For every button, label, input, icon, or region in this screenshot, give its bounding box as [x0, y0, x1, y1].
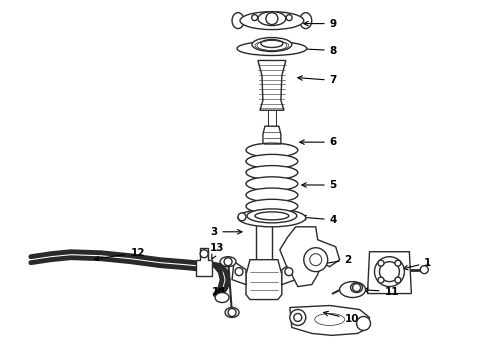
Text: 2: 2: [322, 255, 352, 266]
Circle shape: [290, 310, 306, 325]
Circle shape: [285, 268, 293, 276]
Circle shape: [224, 258, 232, 266]
Ellipse shape: [350, 283, 363, 293]
Ellipse shape: [215, 293, 229, 302]
Circle shape: [420, 266, 428, 274]
Ellipse shape: [246, 199, 298, 213]
Ellipse shape: [225, 307, 239, 318]
Polygon shape: [256, 222, 272, 260]
Ellipse shape: [220, 257, 236, 267]
Text: 6: 6: [300, 137, 337, 147]
Text: 14: 14: [212, 287, 227, 297]
Polygon shape: [246, 260, 282, 300]
Polygon shape: [232, 262, 246, 285]
Text: 12: 12: [95, 248, 145, 261]
Ellipse shape: [240, 12, 304, 30]
Circle shape: [353, 284, 361, 292]
Polygon shape: [290, 306, 369, 336]
Ellipse shape: [237, 41, 307, 55]
Text: 3: 3: [210, 227, 242, 237]
Ellipse shape: [246, 188, 298, 202]
Text: 7: 7: [298, 75, 337, 85]
Text: 10: 10: [323, 311, 359, 324]
Text: 9: 9: [304, 19, 337, 28]
Circle shape: [286, 15, 292, 21]
Ellipse shape: [246, 166, 298, 180]
Circle shape: [395, 277, 401, 283]
Ellipse shape: [374, 257, 404, 287]
Circle shape: [310, 254, 322, 266]
Ellipse shape: [246, 154, 298, 168]
Ellipse shape: [261, 40, 283, 48]
Ellipse shape: [246, 177, 298, 191]
Polygon shape: [258, 60, 286, 110]
Text: 5: 5: [302, 180, 337, 190]
Text: 8: 8: [300, 45, 337, 55]
Ellipse shape: [252, 37, 292, 51]
Ellipse shape: [340, 282, 366, 298]
Ellipse shape: [232, 13, 244, 28]
Circle shape: [235, 268, 243, 276]
Circle shape: [395, 260, 401, 266]
Circle shape: [304, 248, 328, 272]
Polygon shape: [280, 227, 340, 287]
Circle shape: [200, 250, 208, 258]
Circle shape: [238, 213, 246, 221]
Polygon shape: [368, 252, 412, 293]
Circle shape: [294, 314, 302, 321]
Ellipse shape: [268, 127, 276, 133]
Circle shape: [378, 277, 384, 283]
Ellipse shape: [258, 12, 286, 26]
Circle shape: [378, 260, 384, 266]
Polygon shape: [196, 248, 212, 276]
Polygon shape: [263, 126, 281, 152]
Circle shape: [252, 15, 258, 21]
Text: 13: 13: [210, 243, 224, 259]
Ellipse shape: [255, 212, 289, 220]
Text: 11: 11: [364, 287, 399, 297]
Circle shape: [228, 309, 236, 316]
Ellipse shape: [246, 143, 298, 157]
Text: 4: 4: [302, 215, 337, 225]
Ellipse shape: [247, 209, 297, 223]
Ellipse shape: [300, 13, 312, 28]
Ellipse shape: [238, 209, 306, 227]
Circle shape: [379, 262, 399, 282]
Polygon shape: [282, 262, 296, 285]
Circle shape: [357, 316, 370, 330]
Circle shape: [266, 13, 278, 24]
Text: 1: 1: [403, 258, 432, 270]
